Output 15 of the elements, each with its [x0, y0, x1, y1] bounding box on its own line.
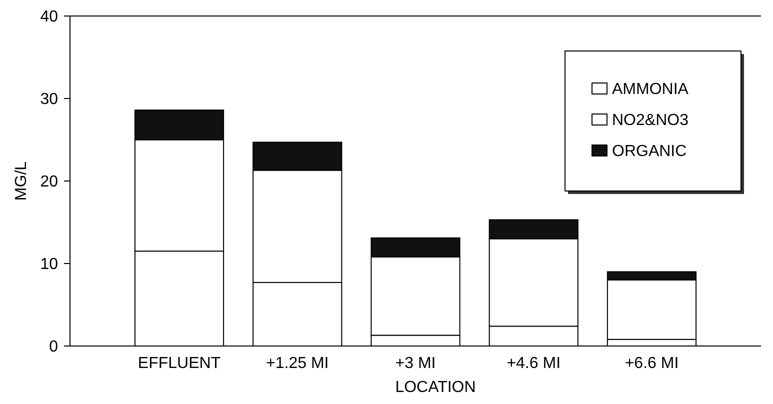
x-tick-label: +6.6 MI	[624, 355, 679, 372]
y-tick-label: 20	[40, 174, 58, 191]
x-axis-title: LOCATION	[395, 379, 476, 396]
y-tick-label: 0	[49, 338, 58, 356]
x-tick-label: +4.6 MI	[506, 355, 561, 372]
x-tick-label: +3 MI	[395, 355, 436, 372]
y-tick-label: 10	[40, 256, 58, 274]
y-tick-label: 30	[40, 91, 58, 108]
x-tick-label: +1.25 MI	[266, 355, 329, 372]
legend-label: AMMONIA	[612, 81, 689, 98]
y-axis-title: MG/L	[13, 161, 30, 201]
legend-label: ORGANIC	[612, 143, 687, 160]
y-tick-label: 40	[40, 8, 58, 26]
x-tick-label: EFFLUENT	[138, 355, 221, 372]
legend-label: NO2&NO3	[612, 112, 689, 129]
